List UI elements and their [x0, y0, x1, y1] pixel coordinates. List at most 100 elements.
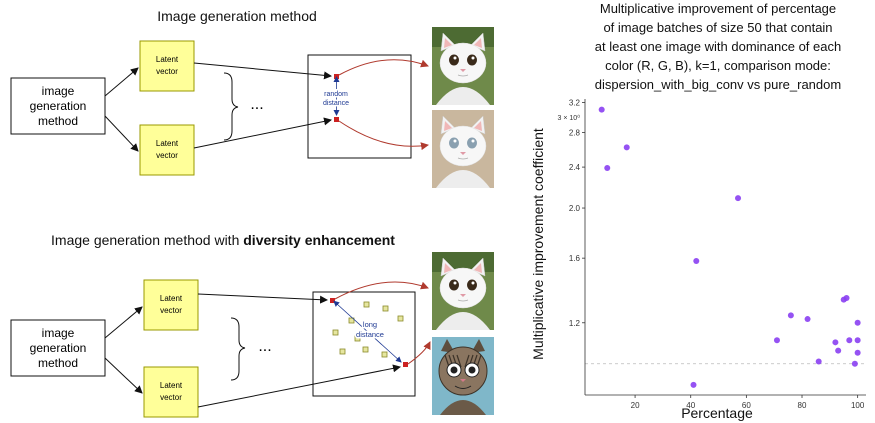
chart-title-line: of image batches of size 50 that contain — [603, 20, 832, 35]
ellipsis-bottom: ... — [258, 338, 271, 355]
chart-title-line: Multiplicative improvement of percentage — [600, 1, 836, 16]
red-arrow-bottom-1 — [334, 281, 429, 300]
bottom-title-bold: diversity enhancement — [243, 232, 395, 248]
arrow-method-to-latent1-top — [104, 67, 139, 97]
scatter-point — [804, 316, 811, 323]
scatter-point — [690, 381, 697, 388]
latent-label-1b: vector — [156, 67, 178, 76]
method-label-top-line1: image — [42, 84, 75, 98]
x-tick-label: 60 — [742, 401, 751, 410]
white-cat-image-3 — [432, 252, 494, 330]
latent-label-1a: Latent — [156, 55, 179, 64]
latent-box-bottom-2 — [143, 366, 199, 418]
bottom-title-prefix: Image generation method with — [51, 232, 243, 248]
method-label-top-line3: method — [38, 114, 78, 128]
y-tick-label: 3.2 — [569, 98, 581, 107]
scatter-point — [693, 257, 700, 264]
method-label-bottom-line3: method — [38, 356, 78, 370]
latent-label-4b: vector — [160, 393, 182, 402]
latent-box-top-2 — [139, 124, 195, 176]
scatter-point — [623, 144, 630, 151]
long-distance-arrow — [333, 300, 402, 363]
y-tick-label: 2.4 — [569, 163, 581, 172]
scatter-point — [598, 106, 605, 113]
bottom-diagram-title: Image generation method with diversity e… — [51, 232, 395, 248]
x-tick-label: 40 — [686, 401, 695, 410]
diversity-square — [381, 351, 388, 358]
scatter-point — [843, 294, 850, 301]
point-bottom-2 — [403, 362, 408, 367]
scatter-point — [815, 358, 822, 365]
plot-background — [585, 99, 866, 395]
scatter-point — [846, 337, 853, 344]
x-tick-label: 80 — [798, 401, 807, 410]
latent-box-bottom-1 — [143, 279, 199, 331]
method-box-top — [10, 77, 106, 135]
white-cat-image-1 — [432, 27, 494, 105]
point-top-1 — [334, 74, 339, 79]
y-tick-label: 2.0 — [569, 204, 581, 213]
scatter-point — [787, 312, 794, 319]
diversity-square — [332, 329, 339, 336]
y-tick-label-extra: 3 × 10⁰ — [558, 114, 581, 122]
latent-label-2a: Latent — [156, 139, 179, 148]
point-top-2 — [334, 117, 339, 122]
latent-label-4a: Latent — [160, 381, 183, 390]
latent-label-3b: vector — [160, 306, 182, 315]
diversity-square — [363, 301, 370, 308]
x-tick-label: 20 — [631, 401, 640, 410]
method-label-top-line2: generation — [30, 99, 87, 113]
method-box-bottom — [10, 319, 106, 377]
method-label-bottom-line1: image — [42, 326, 75, 340]
top-diagram-title: Image generation method — [157, 8, 317, 24]
red-arrow-top-1 — [338, 59, 429, 76]
latent-space-box-bottom — [312, 291, 416, 397]
latent-box-top-1 — [139, 40, 195, 92]
random-distance-label-2: distance — [323, 100, 349, 107]
chart-title-line: color (R, G, B), k=1, comparison mode: — [605, 58, 831, 73]
arrow-method-to-latent2-top — [104, 115, 139, 152]
brace-top — [223, 72, 239, 141]
diversity-square — [362, 346, 369, 353]
latent-label-3a: Latent — [160, 294, 183, 303]
y-tick-label: 1.6 — [569, 254, 581, 263]
point-bottom-1 — [330, 298, 335, 303]
scatter-point — [773, 337, 780, 344]
scatter-point — [851, 360, 858, 367]
chart-y-label: Multiplicative improvement coefficient — [530, 128, 546, 360]
scatter-point — [854, 349, 861, 356]
red-arrow-bottom-2 — [407, 341, 431, 365]
random-distance-label-1: random — [324, 91, 348, 98]
diversity-square — [397, 315, 404, 322]
scatter-point — [835, 347, 842, 354]
chart-x-label: Percentage — [681, 405, 753, 421]
arrow-latent2-to-point-top — [193, 117, 332, 149]
white-cat-image-2 — [432, 110, 494, 188]
arrow-latent2-to-point-bottom — [197, 364, 401, 408]
ellipsis-top: ... — [250, 96, 263, 113]
chart-title-line: dispersion_with_big_conv vs pure_random — [595, 77, 841, 92]
scatter-plot: 1.2 1.6 2.0 2.4 2.8 3.2 3 × 10⁰ 20 40 60 80 100 — [558, 98, 866, 410]
chart-title-line: at least one image with dominance of eac… — [595, 39, 841, 54]
long-distance-label-2: distance — [356, 330, 384, 339]
arrow-method-to-latent2-bottom — [104, 357, 143, 394]
y-tick-label: 2.8 — [569, 128, 581, 137]
scatter-point — [604, 165, 611, 172]
diversity-square — [382, 305, 389, 312]
scatter-point — [735, 195, 742, 202]
arrow-latent1-to-point-bottom — [197, 293, 328, 304]
long-distance-label-1: long — [363, 320, 377, 329]
cartoon-cat-image — [432, 337, 494, 415]
x-tick-label: 100 — [851, 401, 865, 410]
arrow-method-to-latent1-bottom — [104, 306, 143, 339]
scatter-point — [854, 319, 861, 326]
latent-label-2b: vector — [156, 151, 178, 160]
chart-title: Multiplicative improvement of percentage… — [595, 1, 841, 92]
method-label-bottom-line2: generation — [30, 341, 87, 355]
scatter-point — [854, 337, 861, 344]
y-tick-label: 1.2 — [569, 319, 581, 328]
red-arrow-top-2 — [338, 120, 429, 151]
arrow-latent1-to-point-top — [193, 62, 332, 80]
brace-bottom — [230, 317, 246, 381]
